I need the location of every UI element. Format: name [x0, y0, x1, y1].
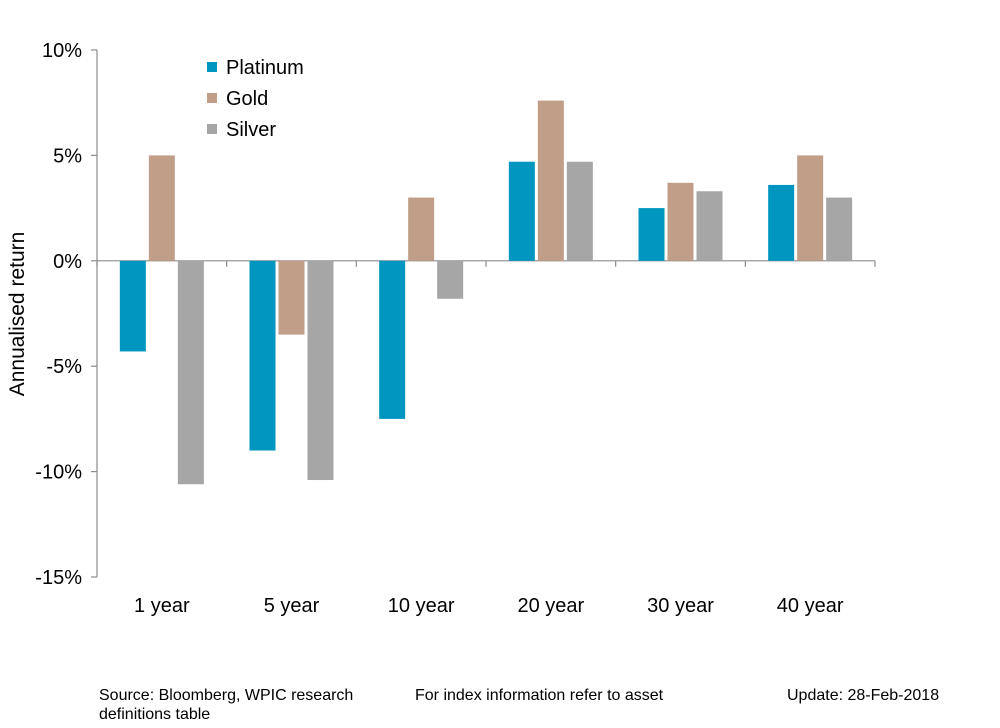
y-axis-title: Annualised return	[6, 232, 29, 397]
bar-silver	[826, 197, 853, 261]
bar-platinum	[768, 184, 795, 261]
x-category-label: 1 year	[134, 595, 190, 617]
bar-gold	[148, 155, 175, 261]
x-category-label: 10 year	[388, 595, 455, 617]
bar-platinum	[249, 260, 276, 451]
x-category-label: 30 year	[647, 595, 714, 617]
legend: Platinum Gold Silver	[207, 57, 304, 141]
legend-label-platinum: Platinum	[226, 57, 304, 79]
bar-silver	[437, 260, 464, 299]
y-tick-label: 10%	[42, 40, 82, 62]
bar-platinum	[119, 260, 146, 352]
footer-definitions-line: definitions table	[99, 706, 211, 723]
y-axis: 10% 5% 0% -5% -10% -15%	[35, 40, 98, 589]
bars	[119, 100, 853, 485]
y-tick-label: -10%	[35, 462, 82, 484]
bar-gold	[408, 197, 435, 261]
y-tick-label: 0%	[53, 251, 82, 273]
x-category-label: 5 year	[264, 595, 320, 617]
x-axis: 1 year 5 year 10 year 20 year 30 year 40 year	[96, 260, 876, 617]
legend-label-gold: Gold	[226, 88, 268, 110]
bar-gold	[278, 260, 305, 335]
legend-swatch-platinum	[207, 62, 217, 72]
bar-gold	[797, 155, 824, 261]
footer-update: Update: 28-Feb-2018	[787, 687, 940, 704]
bar-silver	[566, 161, 593, 261]
bar-gold	[667, 182, 694, 261]
bar-gold	[537, 100, 564, 261]
bar-platinum	[638, 208, 665, 261]
footer-source: Source: Bloomberg, WPIC research definit…	[99, 686, 353, 724]
bar-silver	[307, 260, 334, 481]
legend-swatch-gold	[207, 93, 217, 103]
y-tick-label: -15%	[35, 567, 82, 589]
x-category-label: 20 year	[517, 595, 584, 617]
legend-swatch-silver	[207, 124, 217, 134]
y-tick-label: -5%	[46, 356, 82, 378]
x-category-label: 40 year	[777, 595, 844, 617]
y-tick-label: 5%	[53, 145, 82, 167]
footer-index-info: For index information refer to asset	[415, 687, 664, 704]
footer-source-line: Source: Bloomberg, WPIC research	[99, 687, 354, 704]
legend-label-silver: Silver	[226, 119, 276, 141]
bar-platinum	[379, 260, 406, 419]
bar-silver	[696, 191, 723, 261]
bar-platinum	[508, 161, 535, 261]
bar-silver	[177, 260, 204, 485]
